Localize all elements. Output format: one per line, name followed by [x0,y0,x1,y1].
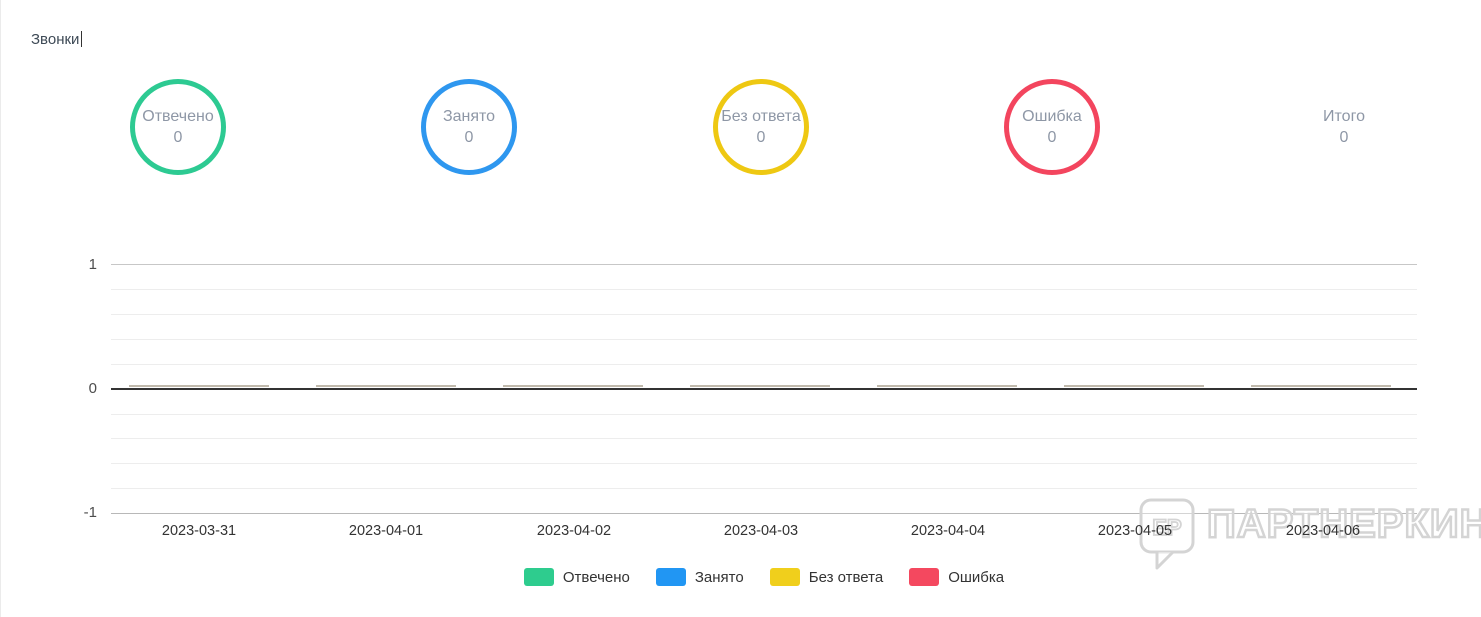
x-tick-label: 2023-04-05 [1097,523,1173,539]
chart-legend: Отвечено Занято Без ответа Ошибка [111,568,1417,586]
legend-item-answered[interactable]: Отвечено [523,568,630,586]
panel-title-row: Звонки [31,28,83,50]
x-tick-label: 2023-03-31 [161,523,237,539]
gridline-y-minus1 [111,513,1417,514]
legend-item-no-answer[interactable]: Без ответа [769,568,884,586]
stat-no-answer: Без ответа 0 [681,79,841,175]
stat-no-answer-circle: Без ответа 0 [713,79,809,175]
y-tick-label: 1 [88,256,97,273]
gridline-y1 [111,264,1417,265]
stat-answered-circle: Отвечено 0 [130,79,226,175]
stats-row: Отвечено 0 Занято 0 Без ответа 0 Ошибка … [1,79,1481,175]
stat-label: Занято [442,108,496,125]
text-cursor [81,31,83,47]
panel-title[interactable]: Звонки [31,30,80,48]
stat-total: Итого 0 [1264,79,1424,175]
stat-value: 0 [1047,129,1057,146]
legend-label: Отвечено [562,568,630,586]
legend-item-busy[interactable]: Занято [655,568,744,586]
stat-value: 0 [173,129,183,146]
gridline [111,364,1417,365]
gridline [111,414,1417,415]
stat-label: Ошибка [1022,108,1082,125]
stat-busy: Занято 0 [389,79,549,175]
stat-error-circle: Ошибка 0 [1004,79,1100,175]
stat-answered: Отвечено 0 [98,79,258,175]
gridline [111,488,1417,489]
stat-value: 0 [1339,129,1349,146]
stat-error: Ошибка 0 [972,79,1132,175]
legend-swatch-red [909,568,940,586]
y-tick-label: -1 [83,504,97,521]
stat-label: Итого [1323,108,1365,125]
x-tick-label: 2023-04-06 [1285,523,1361,539]
x-tick-label: 2023-04-03 [723,523,799,539]
legend-swatch-green [523,568,554,586]
stat-label: Без ответа [721,108,801,125]
flat-series-line [111,385,1417,387]
gridline [111,463,1417,464]
legend-label: Занято [694,568,744,586]
stat-label: Отвечено [142,108,214,125]
x-tick-label: 2023-04-04 [910,523,986,539]
y-tick-label: 0 [88,380,97,397]
gridline [111,438,1417,439]
stat-busy-circle: Занято 0 [421,79,517,175]
x-tick-label: 2023-04-02 [536,523,612,539]
stat-value: 0 [756,129,766,146]
x-tick-label: 2023-04-01 [348,523,424,539]
gridline [111,314,1417,315]
stat-value: 0 [464,129,474,146]
legend-label: Без ответа [808,568,884,586]
gridline [111,339,1417,340]
legend-label: Ошибка [948,568,1005,586]
gridline [111,289,1417,290]
legend-swatch-yellow [769,568,800,586]
legend-item-error[interactable]: Ошибка [909,568,1004,586]
calls-chart: 1 0 -1 2023-03-31 2023-04-01 2023-04-02 … [1,0,1481,560]
zero-axis-line [111,388,1417,390]
stat-total-text: Итого 0 [1296,79,1392,175]
legend-swatch-blue [655,568,686,586]
